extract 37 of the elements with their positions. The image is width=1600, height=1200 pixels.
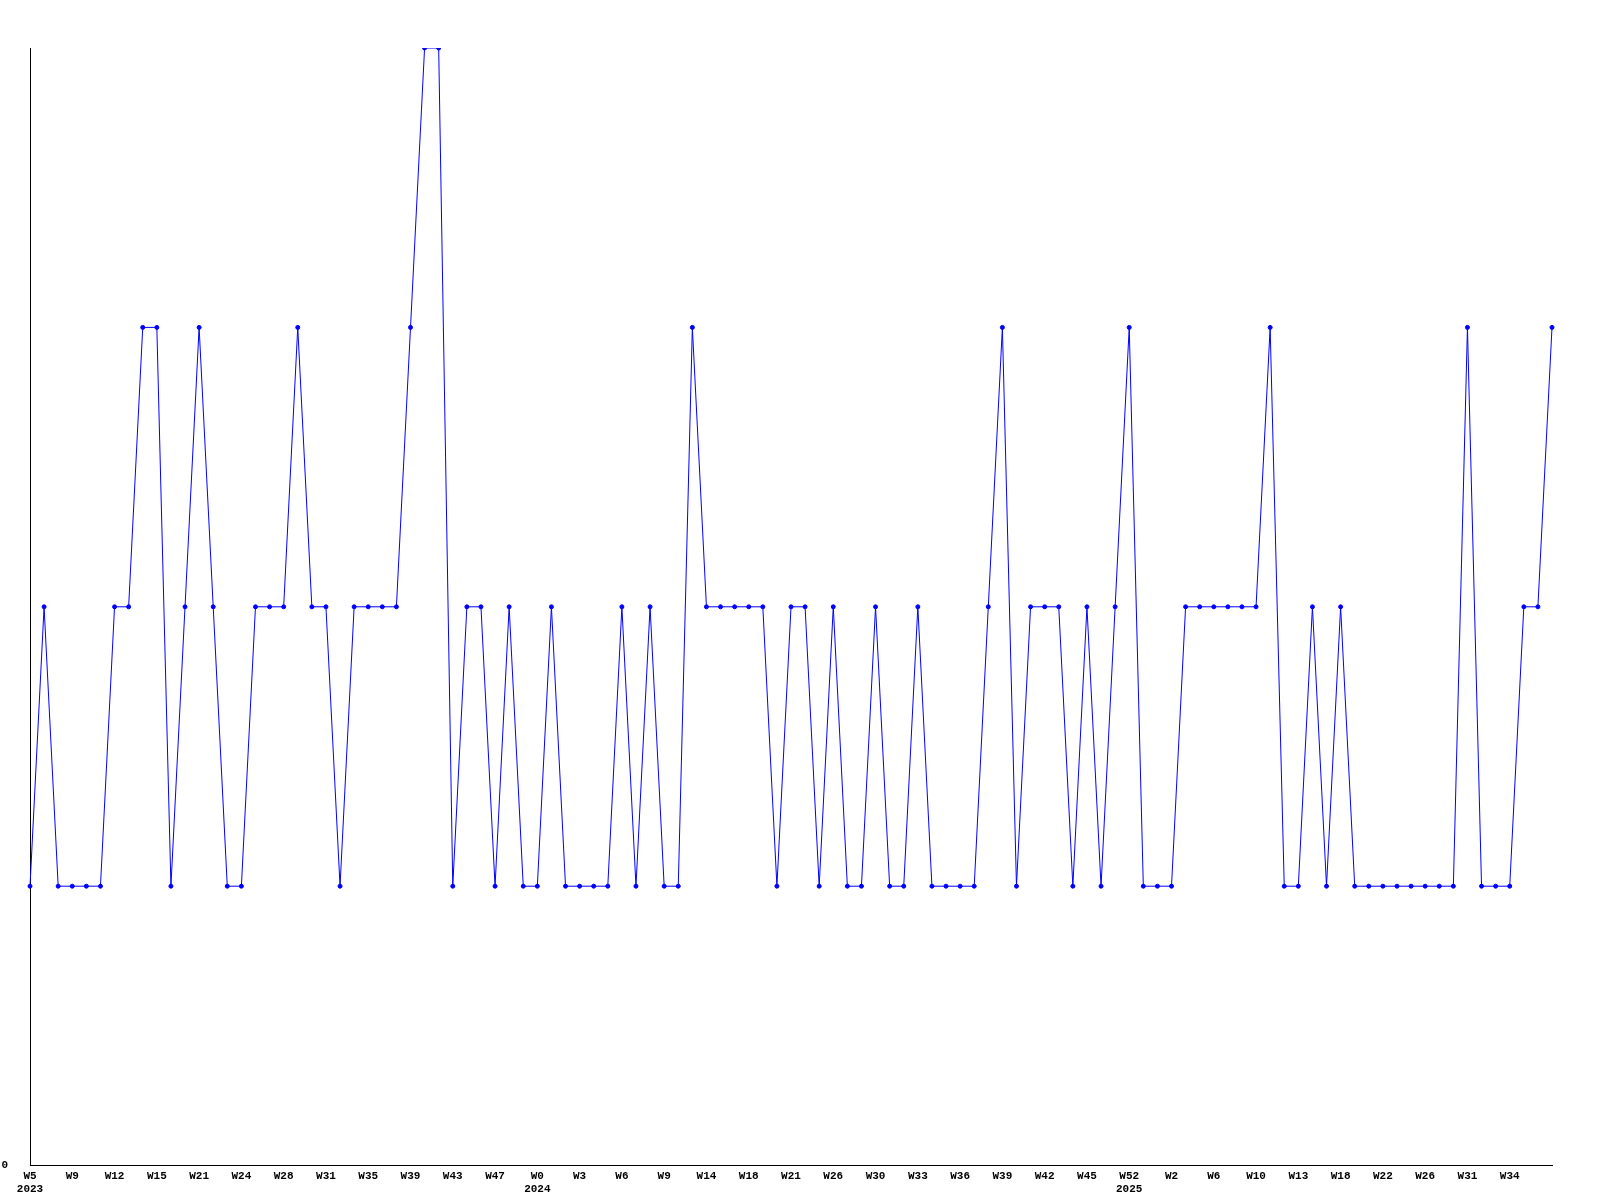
x-tick-label: W13	[1288, 1169, 1309, 1182]
x-tick-label: W5 2023	[16, 1169, 44, 1196]
x-tick-label: W21	[781, 1169, 802, 1182]
x-tick-label: W33	[907, 1169, 929, 1182]
x-tick-label: W9	[657, 1169, 671, 1182]
x-tick-label: W9	[65, 1169, 79, 1182]
x-tick-label: W43	[442, 1169, 464, 1182]
x-tick-label: W6	[615, 1169, 629, 1182]
x-tick-label: W18	[1330, 1169, 1351, 1182]
x-tick-label: W0 2024	[524, 1169, 551, 1196]
x-tick-label: W12	[104, 1169, 125, 1182]
x-tick-label: W22	[1372, 1169, 1393, 1182]
x-tick-label: W15	[146, 1169, 168, 1182]
x-tick-label: W30	[865, 1169, 886, 1182]
x-tick-label: W24	[231, 1169, 252, 1182]
x-tick-label: W31	[316, 1169, 337, 1182]
x-tick-label: W10	[1246, 1169, 1266, 1182]
x-tick-label: W47	[485, 1169, 505, 1182]
x-tick-label: W2	[1164, 1169, 1179, 1182]
x-tick-label: W31	[1457, 1169, 1478, 1182]
x-tick-label: W39	[400, 1169, 421, 1182]
text: 0	[1, 1159, 8, 1172]
x-tick-label: W6	[1207, 1169, 1221, 1182]
x-tick-label: W45	[1077, 1169, 1098, 1182]
x-tick-label: W35	[358, 1169, 379, 1182]
x-tick-label: W26	[823, 1169, 844, 1182]
x-tick-label: W42	[1034, 1169, 1055, 1182]
x-tick-label: W18	[738, 1169, 760, 1182]
x-tick-label: W52 2025	[1116, 1169, 1143, 1196]
x-tick-label: W3	[573, 1169, 587, 1182]
x-tick-label: W26	[1415, 1169, 1436, 1182]
x-tick-label: W34	[1499, 1169, 1521, 1182]
x-tick-label: W21	[189, 1169, 210, 1182]
x-tick-label: W14	[696, 1169, 717, 1182]
x-tick-label: W36	[950, 1169, 971, 1182]
x-tick-label: W39	[992, 1169, 1013, 1182]
x-tick-label: W28	[273, 1169, 294, 1182]
